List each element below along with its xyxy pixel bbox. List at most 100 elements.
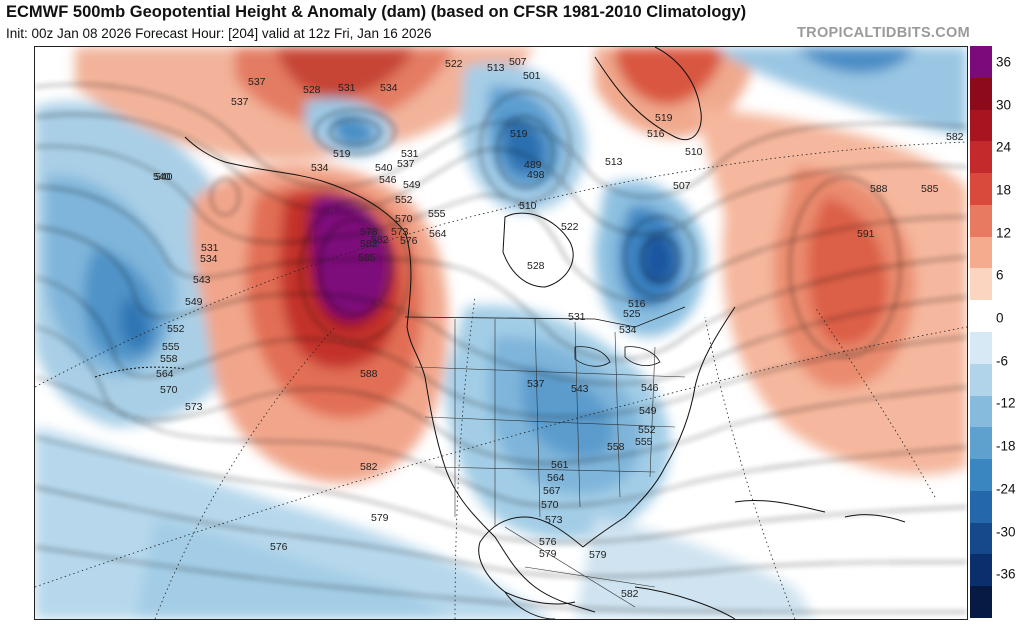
colorbar-tick-label: -30 xyxy=(996,524,1016,540)
contour-label: 558 xyxy=(160,353,178,365)
contour-label: 549 xyxy=(185,296,203,308)
contour-label: 579 xyxy=(539,548,557,560)
contour-label: 513 xyxy=(605,156,623,168)
contour-label: 531 xyxy=(568,311,586,323)
contour-label: 582 xyxy=(371,234,389,246)
contour-label: 501 xyxy=(523,70,541,82)
contour-label: 519 xyxy=(510,128,528,140)
colorbar-cell xyxy=(970,459,992,492)
weather-map: 537 537 528 531 534 522 513 507 501 519 … xyxy=(34,46,968,620)
contour-label: 489 xyxy=(524,159,542,171)
contour-label: 570 xyxy=(160,384,178,396)
colorbar-tick-label: -18 xyxy=(996,438,1016,454)
contour-label: 588 xyxy=(870,183,888,195)
contour-label: 513 xyxy=(487,62,505,74)
contour-label: 558 xyxy=(607,441,625,453)
contour-label: 582 xyxy=(360,461,378,473)
contour-label: 507 xyxy=(673,180,691,192)
contour-label: 555 xyxy=(162,341,180,353)
contour-label: 537 xyxy=(248,76,266,88)
colorbar-tick-label: 36 xyxy=(996,54,1012,70)
contour-label: 573 xyxy=(545,514,563,526)
contour-label: 585 xyxy=(921,183,939,195)
contour-label: 582 xyxy=(360,238,378,250)
contour-label: 555 xyxy=(428,208,446,220)
contour-label: 576 xyxy=(400,235,418,247)
colorbar-cell xyxy=(970,522,992,555)
anomaly-colorbar xyxy=(970,46,992,619)
contour-label: 537 xyxy=(397,158,415,170)
coastlines xyxy=(94,47,906,619)
contour-label: 549 xyxy=(403,179,421,191)
contour-label: 591 xyxy=(857,228,875,240)
contour-label: 507 xyxy=(509,56,527,68)
contour-label: 534 xyxy=(619,324,637,336)
map-canvas: 537 537 528 531 534 522 513 507 501 519 … xyxy=(35,47,967,619)
colorbar-cell xyxy=(970,204,992,237)
state-borders xyxy=(414,318,686,608)
contour-label: 588 xyxy=(360,368,378,380)
colorbar-cell xyxy=(970,236,992,269)
contour-label: 585 xyxy=(358,252,376,264)
colorbar-tick-label: 30 xyxy=(996,97,1012,113)
contour-label: 519 xyxy=(655,112,673,124)
colorbar-cell xyxy=(970,268,992,301)
contour-label: 522 xyxy=(561,221,579,233)
contour-label: 576 xyxy=(539,536,557,548)
colorbar-cell xyxy=(970,300,992,333)
contour-label: 498 xyxy=(527,169,545,181)
map-title: ECMWF 500mb Geopotential Height & Anomal… xyxy=(6,3,747,21)
contour-label: 576 xyxy=(270,541,288,553)
contour-label: 519 xyxy=(333,148,351,160)
colorbar-tick-label: -24 xyxy=(996,481,1016,497)
contour-label: 552 xyxy=(638,424,656,436)
contour-label: 579 xyxy=(371,512,389,524)
contour-label: 534 xyxy=(380,82,398,94)
contour-label: 528 xyxy=(527,260,545,272)
contour-label: 546 xyxy=(379,174,397,186)
contour-label: 555 xyxy=(635,436,653,448)
colorbar-tick-label: -6 xyxy=(996,353,1009,369)
contour-label: 564 xyxy=(547,472,565,484)
contour-label: 579 xyxy=(589,549,607,561)
contour-label: 552 xyxy=(167,323,185,335)
colorbar-tick-label: 6 xyxy=(996,267,1004,283)
colorbar-cell xyxy=(970,332,992,364)
contour-label: 564 xyxy=(429,228,447,240)
colorbar-tick-label: 24 xyxy=(996,139,1012,155)
contour-label: 570 xyxy=(541,499,559,511)
contour-label: 564 xyxy=(156,368,174,380)
colorbar-cell xyxy=(970,173,992,206)
contour-label: 531 xyxy=(201,242,219,254)
contour-label: 578 xyxy=(360,226,378,238)
contour-label: 573 xyxy=(185,401,203,413)
colorbar-cell xyxy=(970,109,992,142)
colorbar-cell xyxy=(970,77,992,110)
contour-label: 540 xyxy=(375,162,393,174)
contour-label: 516 xyxy=(647,128,665,140)
contour-label: 582 xyxy=(621,588,639,600)
contour-labels: 537 537 528 531 534 522 513 507 501 519 … xyxy=(153,56,964,600)
contour-label: 546 xyxy=(641,382,659,394)
colorbar-tick-label: -12 xyxy=(996,395,1016,411)
contour-label: 528 xyxy=(303,84,321,96)
contour-label: 531 xyxy=(338,82,356,94)
colorbar-cell xyxy=(970,554,992,587)
contour-label: 534 xyxy=(200,253,218,265)
contour-label: 522 xyxy=(445,58,463,70)
contour-label: 543 xyxy=(193,274,211,286)
colorbar-cell xyxy=(970,141,992,174)
colorbar-cell xyxy=(970,427,992,460)
contour-label: 534 xyxy=(311,162,329,174)
contour-label: 525 xyxy=(623,308,641,320)
colorbar-tick-label: -36 xyxy=(996,566,1016,582)
colorbar-cell xyxy=(970,395,992,428)
contour-label: 516 xyxy=(628,298,646,310)
contour-label: 531 xyxy=(401,148,419,160)
contour-label: 549 xyxy=(639,405,657,417)
contour-label: 582 xyxy=(946,131,964,143)
contour-label: 573 xyxy=(391,226,409,238)
contour-label: 552 xyxy=(395,194,413,206)
colorbar-tick-label: 0 xyxy=(996,310,1004,326)
brand-logo[interactable]: TROPICALTIDBITS.COM xyxy=(797,25,970,41)
